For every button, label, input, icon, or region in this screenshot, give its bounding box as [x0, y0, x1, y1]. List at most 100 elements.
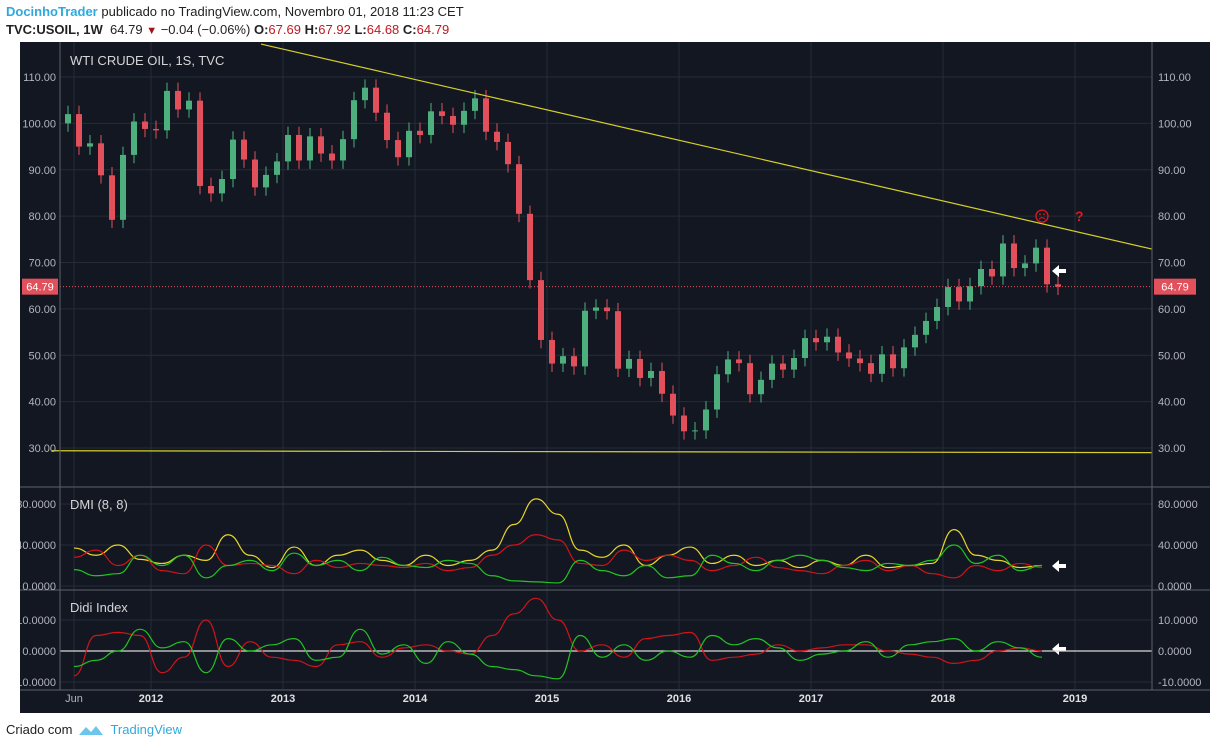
candle-body: [813, 338, 819, 343]
candle-body: [824, 336, 830, 343]
candle-body: [714, 374, 720, 410]
indicator-line-green: [73, 628, 1043, 680]
price-pane-title: WTI CRUDE OIL, 1S, TVC: [70, 53, 224, 68]
candle-body: [1000, 243, 1006, 277]
candle-body: [934, 307, 940, 321]
candle-body: [538, 280, 544, 340]
price-tick-right: 50.00: [1158, 350, 1186, 362]
candle-body: [351, 100, 357, 140]
price-badge-left: [22, 278, 58, 295]
chart-area[interactable]: ? 30.00 30.00 40.00 40.00 50.00 50.00 60.00 60.…: [13, 42, 1210, 713]
candle-body: [1033, 247, 1039, 264]
candle-body: [604, 307, 610, 312]
candle-body: [87, 143, 93, 147]
made-with-text: Criado com: [6, 722, 73, 737]
didi-tick-left: 0.0000: [22, 646, 56, 658]
didi-tick-right: -10.0000: [1158, 677, 1201, 689]
candle-body: [1055, 284, 1061, 287]
didi-tick-left: -10.0000: [20, 677, 56, 689]
dmi-tick-right: 80.0000: [1158, 499, 1198, 511]
trendline: [260, 43, 1153, 250]
indicator-line-adx: [73, 498, 1043, 569]
time-tick: 2014: [403, 693, 428, 705]
candle-body: [241, 139, 247, 160]
didi-tick-right: 0.0000: [1158, 646, 1192, 658]
price-pane: ?: [51, 43, 1153, 655]
candle-body: [472, 98, 478, 111]
candle-body: [571, 356, 577, 367]
open-label: O:: [253, 22, 269, 37]
candle-body: [681, 415, 687, 432]
candle-body: [659, 371, 665, 394]
chart-svg[interactable]: ? 30.00 30.00 40.00 40.00 50.00 50.00 60.00 60.…: [13, 42, 1210, 713]
candle-body: [417, 130, 423, 135]
low-value: 64.68: [366, 22, 400, 37]
price-tick-left: 90.00: [28, 165, 56, 177]
candle-body: [769, 363, 775, 380]
price-badge-left-text: 64.79: [26, 282, 54, 294]
candle-body: [395, 140, 401, 158]
candle-body: [747, 363, 753, 395]
symbol: TVC:USOIL, 1W: [6, 22, 103, 37]
candle-body: [989, 268, 995, 277]
close-label: C:: [402, 22, 417, 37]
candle-body: [560, 356, 566, 364]
time-tick: 2015: [535, 693, 559, 705]
open-value: 67.69: [268, 22, 301, 37]
publish-info: DocinhoTrader publicado no TradingView.c…: [6, 4, 464, 19]
price-tick-right: 40.00: [1158, 397, 1186, 409]
candle-body: [230, 139, 236, 180]
price-tick-left: 80.00: [28, 211, 56, 223]
candle-body: [461, 110, 467, 125]
candle-body: [1044, 247, 1050, 285]
candle-body: [780, 363, 786, 370]
dmi-pane: [73, 498, 1043, 584]
price-tick-right: 80.00: [1158, 211, 1186, 223]
grid: [60, 42, 1152, 690]
sad-face-icon: [1035, 209, 1049, 223]
candle-body: [945, 287, 951, 308]
candle-body: [615, 311, 621, 369]
candle-body: [252, 159, 258, 188]
candle-body: [857, 358, 863, 364]
price-tick-left: 40.00: [28, 397, 56, 409]
arrow-left-icon: [1052, 560, 1066, 572]
indicator-line-minus_di: [73, 534, 1043, 579]
price-tick-right: 90.00: [1158, 165, 1186, 177]
candle-body: [758, 379, 764, 395]
time-tick: 2017: [799, 693, 823, 705]
price-tick-right: 60.00: [1158, 304, 1186, 316]
symbol-info: TVC:USOIL, 1W 64.79 ▼ −0.04 (−0.06%) O:6…: [6, 22, 449, 37]
tradingview-link[interactable]: TradingView: [110, 722, 183, 737]
sad-face-eye: [1043, 213, 1045, 216]
price-tick-right: 70.00: [1158, 258, 1186, 270]
price-badge-right-text: 64.79: [1161, 282, 1189, 294]
candle-body: [494, 131, 500, 142]
candle-body: [450, 115, 456, 125]
candle-body: [197, 100, 203, 186]
time-tick: 2013: [271, 693, 295, 705]
candle-body: [835, 336, 841, 353]
candle-body: [890, 354, 896, 369]
price-tick-left: 60.00: [28, 304, 56, 316]
candle-body: [802, 338, 808, 359]
candle-body: [219, 179, 225, 194]
candle-body: [1022, 263, 1028, 269]
candle-body: [186, 100, 192, 110]
candle-body: [406, 130, 412, 158]
candle-body: [648, 371, 654, 378]
author-link[interactable]: DocinhoTrader: [6, 4, 98, 19]
candle-body: [384, 112, 390, 141]
candle-body: [582, 310, 588, 367]
candle-body: [428, 111, 434, 135]
price-tick-left: 110.00: [23, 72, 56, 84]
candle-body: [846, 352, 852, 359]
candle-body: [967, 286, 973, 302]
candle-body: [142, 121, 148, 129]
price-tick-left: 50.00: [28, 350, 56, 362]
candle-body: [373, 87, 379, 113]
price-tick-left: 70.00: [28, 258, 56, 270]
candle-body: [1011, 243, 1017, 269]
candle-body: [131, 121, 137, 155]
dmi-pane-title: DMI (8, 8): [70, 497, 128, 512]
